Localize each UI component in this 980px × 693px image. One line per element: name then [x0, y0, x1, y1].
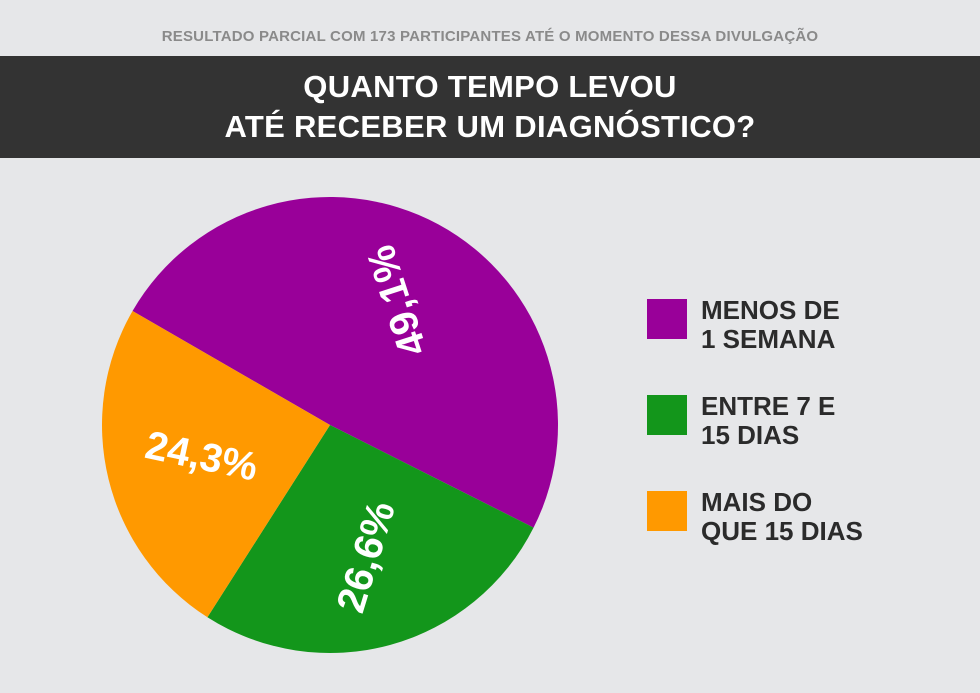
- legend-label-line: ENTRE 7 E: [701, 391, 836, 421]
- chart-legend: MENOS DE 1 SEMANA ENTRE 7 E 15 DIAS MAIS…: [647, 296, 901, 584]
- title-bar: QUANTO TEMPO LEVOU ATÉ RECEBER UM DIAGNÓ…: [0, 56, 980, 158]
- legend-label-line: MENOS DE: [701, 295, 840, 325]
- legend-item-entre-7-e-15-dias: ENTRE 7 E 15 DIAS: [647, 392, 901, 488]
- legend-swatch: [647, 395, 687, 435]
- legend-label: MENOS DE 1 SEMANA: [701, 296, 901, 354]
- pie-slice-mais-do-que-15-dias: [102, 311, 330, 618]
- legend-label: ENTRE 7 E 15 DIAS: [701, 392, 901, 450]
- legend-label-line: 1 SEMANA: [701, 324, 836, 354]
- legend-swatch: [647, 299, 687, 339]
- legend-item-menos-de-1-semana: MENOS DE 1 SEMANA: [647, 296, 901, 392]
- legend-label-line: QUE 15 DIAS: [701, 516, 863, 546]
- chart-title-line-1: QUANTO TEMPO LEVOU: [303, 69, 677, 104]
- legend-item-mais-do-que-15-dias: MAIS DO QUE 15 DIAS: [647, 488, 901, 584]
- legend-swatch: [647, 491, 687, 531]
- pie-slice-menos-de-1-semana: [132, 196, 559, 528]
- pie-slice-entre-7-e-15-dias: [207, 425, 534, 653]
- legend-label: MAIS DO QUE 15 DIAS: [701, 488, 901, 546]
- legend-label-line: 15 DIAS: [701, 420, 800, 450]
- chart-title-line-2: ATÉ RECEBER UM DIAGNÓSTICO?: [224, 109, 756, 144]
- chart-subtitle: RESULTADO PARCIAL COM 173 PARTICIPANTES …: [161, 28, 819, 45]
- legend-label-line: MAIS DO: [701, 487, 813, 517]
